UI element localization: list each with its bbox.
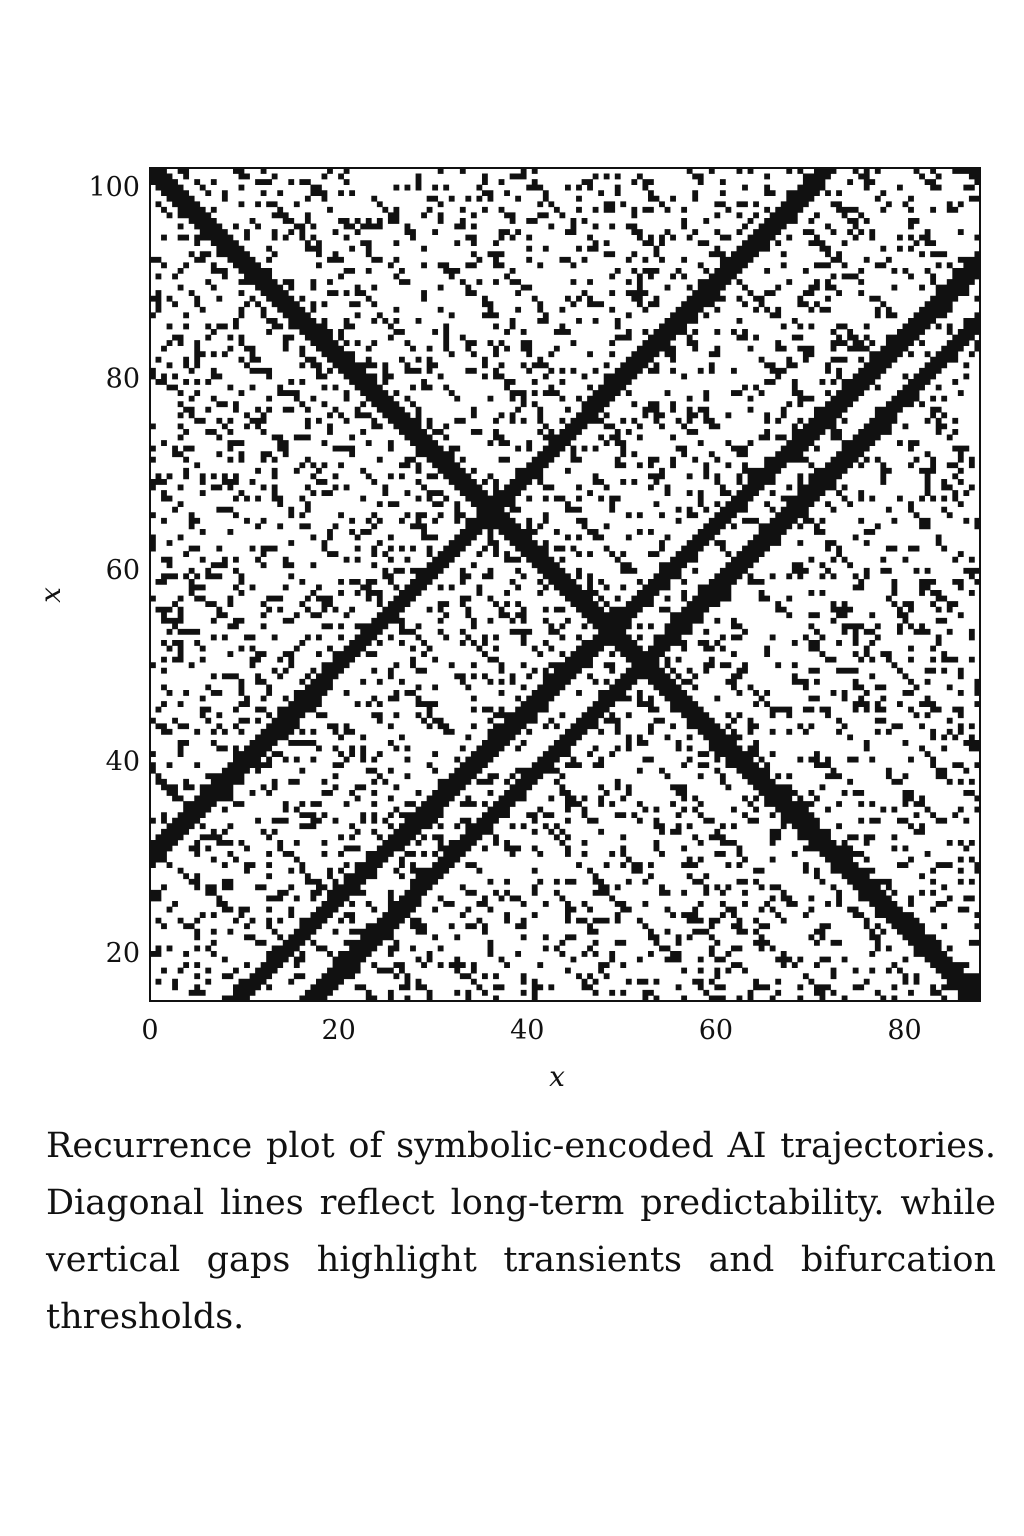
- y-axis-label: x: [34, 587, 67, 603]
- recurrence-cells: [150, 168, 981, 1002]
- x-tick-label: 60: [699, 1015, 733, 1046]
- figure-caption: Recurrence plot of symbolic-encoded AI t…: [46, 1126, 996, 1337]
- y-tick-label: 20: [106, 938, 140, 969]
- plot-area: [149, 167, 981, 1002]
- y-tick-label: 40: [106, 747, 140, 778]
- recurrence-plot-chart: 0 20 40 60 80 20 40 60 80 100 x x: [34, 167, 981, 1093]
- x-tick-label: 40: [510, 1015, 544, 1046]
- x-tick-label: 80: [887, 1015, 921, 1046]
- x-tick-label: 0: [141, 1015, 158, 1046]
- axis-ticks: 0 20 40 60 80 20 40 60 80 100: [88, 172, 921, 1046]
- y-tick-label: 100: [88, 172, 140, 203]
- plot-frame: [149, 167, 981, 1002]
- x-axis-label: x: [549, 1060, 565, 1093]
- recurrence-plot-figure: 0 20 40 60 80 20 40 60 80 100 x x: [34, 167, 981, 1093]
- y-tick-label: 60: [106, 555, 140, 586]
- y-tick-label: 80: [106, 364, 140, 395]
- x-tick-label: 20: [321, 1015, 355, 1046]
